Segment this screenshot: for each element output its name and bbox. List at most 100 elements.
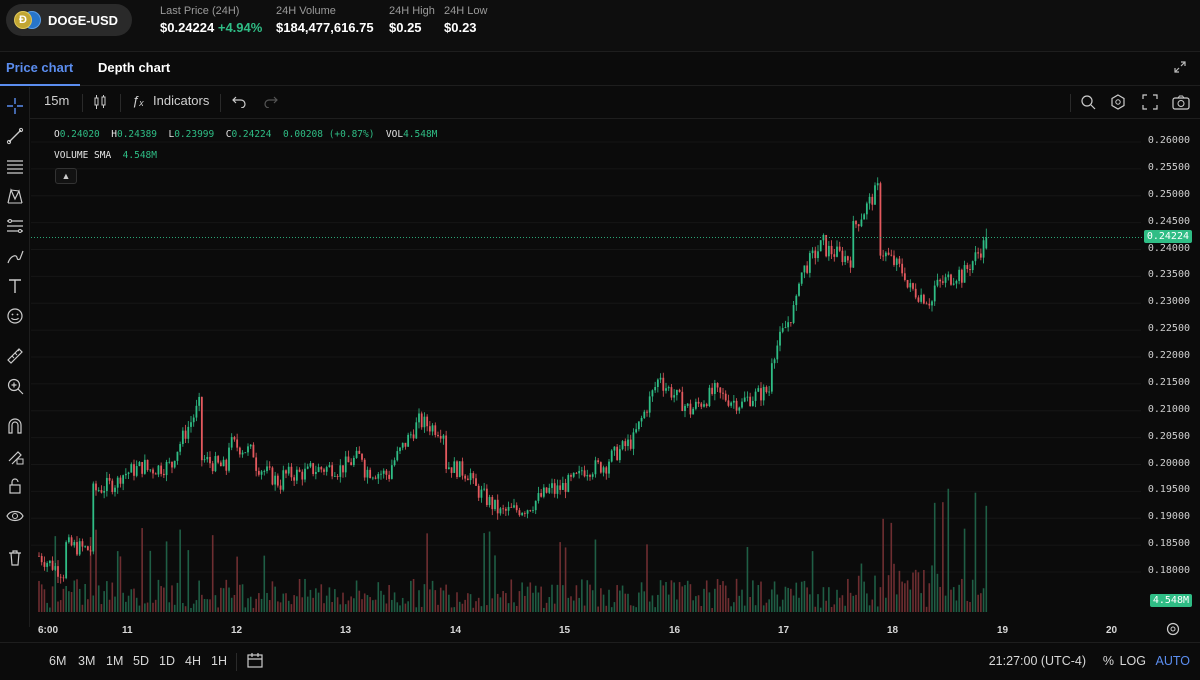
candle-body xyxy=(298,469,301,472)
pattern-icon[interactable] xyxy=(4,185,26,207)
candle-body xyxy=(955,280,958,284)
search-zoom-icon[interactable] xyxy=(1080,94,1096,113)
fib-retracement-icon[interactable] xyxy=(4,215,26,237)
volume-bar xyxy=(792,595,795,612)
range-1h[interactable]: 1H xyxy=(211,654,227,668)
fullscreen-icon[interactable] xyxy=(1142,94,1158,113)
price-tick-label: 0.22500 xyxy=(1147,323,1190,335)
candle-body xyxy=(317,467,320,472)
volume-bar xyxy=(420,606,423,612)
chart-tabs: Price chart Depth chart xyxy=(0,52,1200,86)
volume-bar xyxy=(290,604,293,612)
volume-bar xyxy=(423,584,426,612)
volume-bar xyxy=(711,607,713,612)
volume-bar xyxy=(92,595,95,612)
percent-scale-toggle[interactable]: % xyxy=(1102,654,1114,668)
candle-body xyxy=(122,475,125,484)
candle-body xyxy=(404,442,407,447)
fx-icon[interactable]: ƒₓ xyxy=(132,93,145,108)
horizontal-lines-icon[interactable] xyxy=(4,155,26,177)
date-range-icon[interactable] xyxy=(247,652,263,673)
candle-type-icon[interactable] xyxy=(92,94,108,113)
range-3m[interactable]: 3M xyxy=(78,654,96,668)
redo-icon[interactable] xyxy=(264,94,278,111)
volume-bar xyxy=(624,593,627,612)
interval-button[interactable]: 15m xyxy=(44,93,70,108)
volume-bar xyxy=(108,599,111,612)
brush-icon[interactable] xyxy=(4,245,26,267)
candle-body xyxy=(757,388,760,392)
candle-body xyxy=(92,483,95,552)
camera-icon[interactable] xyxy=(1172,94,1190,113)
volume-bar xyxy=(605,605,608,612)
tab-price-chart[interactable]: Price chart xyxy=(6,60,74,75)
candle-body xyxy=(662,377,665,391)
candle-body xyxy=(594,460,597,475)
range-1m[interactable]: 1M xyxy=(106,654,124,668)
volume-bar xyxy=(135,597,138,612)
range-6m[interactable]: 6M xyxy=(49,654,67,668)
volume-bar xyxy=(453,607,456,612)
candle-body xyxy=(271,467,274,485)
range-4h[interactable]: 4H xyxy=(185,654,201,668)
magnet-icon[interactable] xyxy=(4,415,26,437)
candle-body xyxy=(146,459,149,470)
pair-selector[interactable]: Ð DOGE-USD xyxy=(6,4,132,36)
volume-bar xyxy=(879,587,882,612)
candle-body xyxy=(654,387,657,391)
log-scale-toggle[interactable]: LOG xyxy=(1119,654,1146,668)
volume-bar xyxy=(469,594,472,612)
volume-bar xyxy=(724,585,727,612)
trash-icon[interactable] xyxy=(4,547,26,569)
indicators-button[interactable]: Indicators xyxy=(153,93,210,108)
trend-line-icon[interactable] xyxy=(4,125,26,147)
emoji-icon[interactable] xyxy=(4,305,26,327)
zoom-in-icon[interactable] xyxy=(4,375,26,397)
eye-icon[interactable] xyxy=(4,505,26,527)
price-chart-canvas[interactable] xyxy=(31,120,1200,638)
candle-body xyxy=(800,272,803,284)
candle-body xyxy=(236,439,239,448)
lock-icon[interactable] xyxy=(4,475,26,497)
volume-bar xyxy=(89,537,92,612)
undo-icon[interactable] xyxy=(232,94,246,111)
ruler-icon[interactable] xyxy=(4,345,26,367)
axis-settings-icon[interactable] xyxy=(1166,622,1180,641)
candle-body xyxy=(762,386,765,401)
range-5d[interactable]: 5D xyxy=(133,654,149,668)
volume-bar xyxy=(410,580,412,612)
volume-sma-value: 4.548M xyxy=(122,150,157,161)
volume-bar xyxy=(407,601,409,612)
volume-bar xyxy=(488,531,491,612)
range-1d[interactable]: 1D xyxy=(159,654,175,668)
volume-bar xyxy=(301,597,304,612)
volume-bar xyxy=(222,588,225,612)
tab-depth-chart[interactable]: Depth chart xyxy=(98,60,171,75)
volume-bar xyxy=(306,596,309,612)
candle-body xyxy=(320,467,323,470)
crosshair-icon[interactable] xyxy=(4,95,26,117)
volume-bar xyxy=(372,600,374,612)
candle-body xyxy=(542,487,545,497)
candle-body xyxy=(735,400,738,411)
timezone-clock[interactable]: 21:27:00 (UTC-4) xyxy=(988,654,1086,668)
candle-body xyxy=(456,461,458,478)
volume-bar xyxy=(963,528,966,612)
volume-bar xyxy=(399,605,401,612)
candle-body xyxy=(575,472,578,474)
candle-body xyxy=(963,265,966,283)
auto-scale-toggle[interactable]: AUTO xyxy=(1155,654,1191,668)
candle-body xyxy=(385,470,388,475)
volume-bar xyxy=(152,602,154,612)
text-icon[interactable] xyxy=(4,275,26,297)
candle-body xyxy=(610,450,613,462)
collapse-legend-button[interactable]: ▲ xyxy=(55,168,77,184)
volume-bar xyxy=(57,601,59,612)
volume-bar xyxy=(743,605,746,612)
expand-icon[interactable] xyxy=(1174,61,1186,76)
volume-bar xyxy=(328,587,331,612)
candle-body xyxy=(504,508,507,511)
settings-icon[interactable] xyxy=(1110,94,1126,113)
volume-bar xyxy=(662,585,665,612)
lock-drawing-icon[interactable] xyxy=(4,445,26,467)
